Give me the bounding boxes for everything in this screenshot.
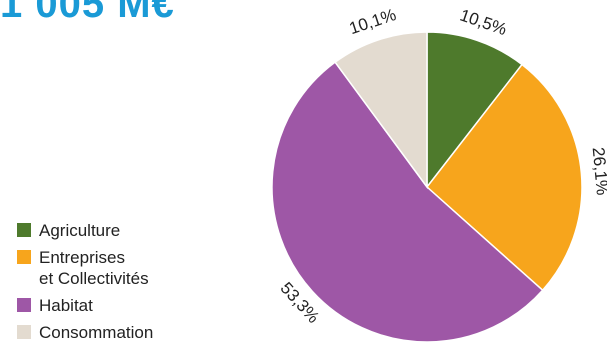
legend-item-agriculture: Agriculture: [17, 220, 153, 241]
legend-label-entreprises: Entreprises et Collectivités: [39, 248, 149, 288]
legend-label-habitat: Habitat: [39, 296, 93, 315]
pie-label-agriculture: 10,5%: [457, 6, 509, 40]
legend-swatch-consommation: [17, 325, 31, 339]
legend-swatch-habitat: [17, 298, 31, 312]
legend: Agriculture Entreprises et Collectivités…: [17, 220, 153, 349]
legend-label-agriculture: Agriculture: [39, 221, 121, 240]
pie-slice-entreprises: [425, 63, 583, 292]
legend-item-consommation: Consommation: [17, 322, 153, 343]
legend-item-entreprises: Entreprises et Collectivités: [17, 247, 153, 289]
pie-label-consommation: 10,1%: [347, 5, 399, 38]
pie-slice-habitat: [271, 61, 544, 343]
legend-item-habitat: Habitat: [17, 295, 153, 316]
legend-swatch-agriculture: [17, 223, 31, 237]
pie-slice-consommation: [334, 31, 428, 190]
pie-label-entreprises: 26,1%: [589, 146, 607, 196]
chart-title: 1 005 M€: [0, 0, 175, 26]
legend-swatch-entreprises: [17, 250, 31, 264]
pie-slice-agriculture: [426, 31, 524, 190]
legend-label-consommation: Consommation: [39, 323, 154, 342]
